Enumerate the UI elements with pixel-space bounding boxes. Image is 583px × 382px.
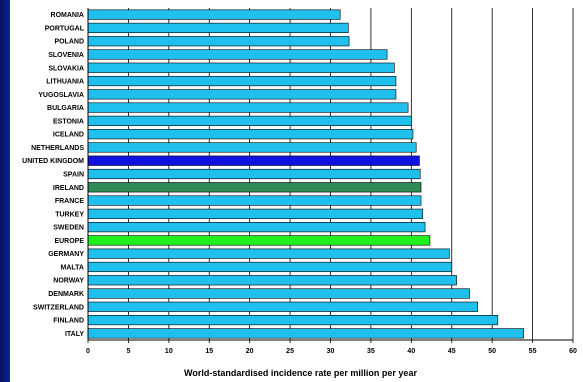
bar (87, 36, 350, 47)
x-tick-label: 10 (165, 348, 173, 355)
x-tick-label: 0 (86, 348, 90, 355)
bar (87, 89, 397, 100)
category-label: DENMARK (48, 291, 84, 298)
category-label: SLOVAKIA (48, 65, 84, 72)
bar (87, 314, 499, 326)
x-tick-label: 40 (407, 348, 415, 355)
category-label: SLOVENIA (48, 52, 84, 59)
category-label: YUGOSLAVIA (38, 92, 84, 99)
category-label: NETHERLANDS (31, 145, 84, 152)
x-tick-label: 30 (327, 348, 335, 355)
bar (87, 261, 453, 273)
bar (87, 22, 349, 34)
x-tick-label: 50 (488, 348, 496, 355)
category-label: TURKEY (55, 211, 84, 218)
x-tick-label: 35 (367, 348, 375, 355)
category-label: UNITED KINGDOM (22, 158, 84, 165)
bar-chart: ROMANIA PORTUGAL POLAND SLOVENIA SLOVAKIA LIT… (22, 8, 577, 378)
category-label: LITHUANIA (46, 79, 84, 86)
bar (87, 102, 409, 113)
bar (87, 168, 421, 180)
category-label: POLAND (54, 39, 84, 46)
category-label: IRELAND (53, 185, 84, 192)
bar (87, 182, 422, 193)
bar (87, 328, 524, 339)
bar (87, 115, 412, 126)
category-label: FRANCE (55, 198, 84, 205)
bar (87, 301, 478, 312)
bar (87, 208, 423, 219)
category-label: MALTA (61, 264, 84, 271)
x-tick-label: 20 (246, 348, 254, 355)
category-label: NORWAY (53, 278, 84, 285)
x-axis-title: World-standardised incidence rate per mi… (184, 368, 417, 378)
x-tick-label: 15 (205, 348, 213, 355)
category-label: FINLAND (53, 318, 84, 325)
bar (87, 129, 414, 140)
category-label: SWITZERLAND (33, 304, 84, 311)
bar (87, 49, 388, 60)
category-label: ESTONIA (53, 118, 84, 125)
category-label: GERMANY (48, 251, 84, 258)
x-tick-label: 5 (126, 348, 130, 355)
category-label: EUROPE (54, 238, 84, 245)
bar (87, 9, 341, 20)
bar (87, 75, 397, 87)
bar (87, 275, 457, 286)
chart-panel: ROMANIA PORTUGAL POLAND SLOVENIA SLOVAKIA LIT… (10, 0, 583, 382)
x-tick-label: 60 (569, 348, 577, 355)
category-label: SPAIN (63, 172, 84, 179)
bar (87, 222, 426, 233)
category-label: ROMANIA (51, 12, 84, 19)
x-tick-label: 55 (529, 348, 537, 355)
bar (87, 235, 431, 246)
category-label: PORTUGAL (45, 25, 85, 32)
bar (87, 62, 395, 73)
category-label: SWEDEN (53, 225, 84, 232)
bar (87, 155, 420, 166)
bar (87, 288, 470, 299)
bar (87, 195, 422, 206)
category-label: ICELAND (53, 132, 84, 139)
x-tick-label: 45 (448, 348, 456, 355)
x-tick-label: 25 (286, 348, 294, 355)
category-label: BULGARIA (47, 105, 84, 112)
category-label: ITALY (65, 331, 84, 338)
bar (87, 142, 417, 153)
bar (87, 248, 450, 259)
